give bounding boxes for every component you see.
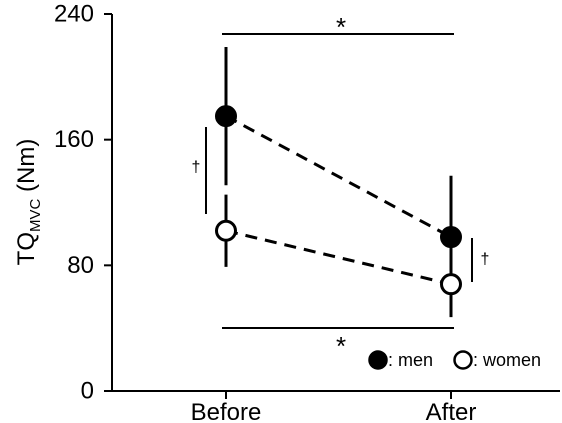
x-tick-label: Before [191, 399, 262, 423]
data-point-women [440, 273, 462, 296]
series-line-women [225, 229, 452, 286]
y-axis-title: TQMVC (Nm) [13, 139, 44, 266]
top-bracket-symbol: * [336, 12, 346, 42]
x-ticks: Before After [191, 391, 477, 423]
bottom-bracket-symbol: * [336, 331, 346, 361]
legend-label-women: : women [473, 350, 541, 370]
y-tick-label: 0 [81, 378, 94, 405]
before-dagger-symbol: † [192, 159, 201, 176]
significance-brackets: * * † † [192, 12, 490, 361]
y-ticks: 0 80 160 240 [54, 1, 112, 405]
series-layer [215, 46, 462, 318]
y-axis-title-subscript: MVC [27, 199, 44, 233]
y-axis-title-main: TQ [13, 232, 40, 265]
y-tick-label: 240 [54, 1, 94, 28]
series-line-men [225, 114, 452, 239]
x-tick-label: After [426, 399, 477, 423]
y-tick-label: 80 [67, 252, 94, 279]
legend-label-men: : men [388, 350, 433, 370]
data-point-men [440, 226, 462, 249]
data-point-women [215, 219, 237, 242]
legend-marker-women [453, 350, 473, 370]
after-dagger-symbol: † [481, 251, 490, 268]
legend-marker-men [368, 350, 388, 370]
data-point-men [215, 105, 237, 128]
y-tick-label: 160 [54, 126, 94, 153]
axes [111, 14, 560, 392]
y-axis-title-unit: (Nm) [13, 139, 40, 199]
legend: : men : women [368, 350, 541, 370]
